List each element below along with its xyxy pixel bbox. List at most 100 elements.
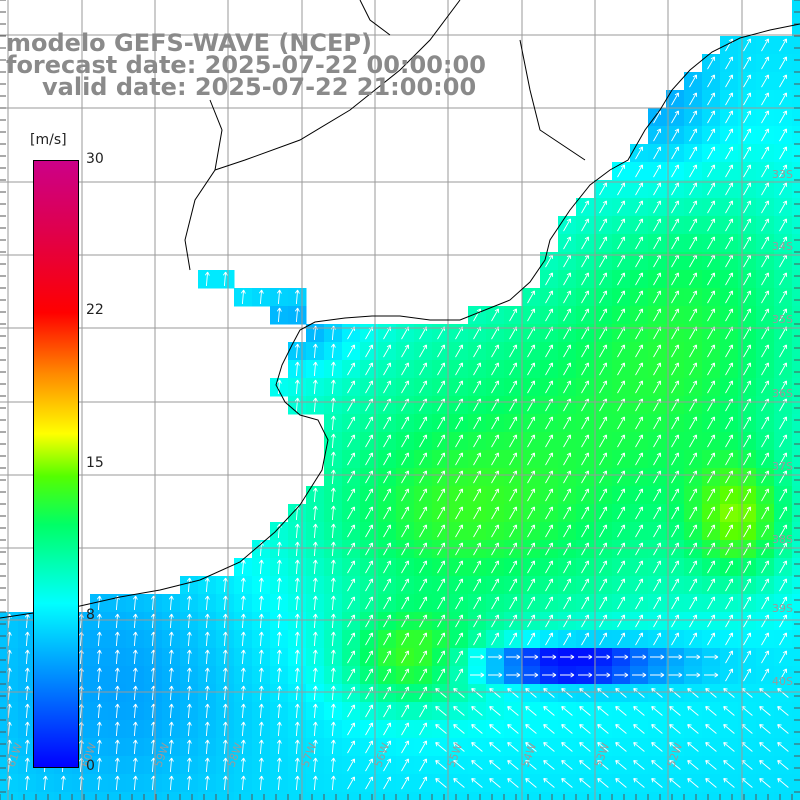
wind-arrow xyxy=(419,722,428,736)
wind-arrow xyxy=(653,488,662,502)
wind-arrow xyxy=(491,578,500,592)
wind-arrow xyxy=(761,380,770,394)
wind-cell xyxy=(792,432,800,451)
wind-arrow xyxy=(312,397,318,413)
wind-arrow xyxy=(671,128,680,142)
wind-arrow xyxy=(527,434,536,448)
wind-arrow xyxy=(419,596,428,610)
wind-cell xyxy=(792,198,800,217)
wind-arrow xyxy=(653,218,662,232)
wind-arrow xyxy=(168,667,174,683)
wind-cell xyxy=(792,594,800,613)
wind-arrow xyxy=(669,778,681,788)
wind-arrow xyxy=(132,757,138,773)
wind-arrow xyxy=(455,488,464,502)
wind-arrow xyxy=(473,614,482,628)
wind-arrow xyxy=(347,632,356,646)
wind-cell xyxy=(522,792,541,800)
wind-arrow xyxy=(671,470,680,484)
wind-arrow xyxy=(168,685,174,701)
wind-arrow xyxy=(635,632,644,646)
wind-arrow xyxy=(347,542,356,556)
wind-arrow xyxy=(419,506,428,520)
wind-arrow xyxy=(168,631,174,647)
wind-arrow xyxy=(707,290,716,304)
wind-arrow xyxy=(671,344,680,358)
wind-arrow xyxy=(419,416,428,430)
wind-cell xyxy=(36,792,55,800)
wind-arrow xyxy=(689,434,698,448)
wind-arrow xyxy=(779,308,788,322)
wind-arrow xyxy=(347,650,356,664)
wind-arrow xyxy=(579,742,591,752)
wind-arrow xyxy=(240,757,246,773)
wind-arrow xyxy=(365,776,374,790)
wind-cell xyxy=(738,792,757,800)
wind-arrow xyxy=(545,524,554,538)
wind-arrow xyxy=(743,344,752,358)
wind-arrow xyxy=(509,380,518,394)
wind-arrow xyxy=(312,361,318,377)
wind-arrow xyxy=(455,380,464,394)
wind-arrow xyxy=(276,685,282,701)
wind-arrow xyxy=(401,560,410,574)
wind-arrow xyxy=(437,542,446,556)
wind-arrow xyxy=(204,613,210,629)
wind-arrow xyxy=(473,578,482,592)
wind-arrow xyxy=(312,505,318,521)
wind-arrow xyxy=(671,434,680,448)
wind-arrow xyxy=(671,488,680,502)
wind-arrow xyxy=(330,559,336,575)
wind-arrow xyxy=(545,344,554,358)
wind-arrow xyxy=(347,722,356,736)
wind-arrow xyxy=(761,506,770,520)
wind-arrow xyxy=(615,742,627,752)
wind-arrow xyxy=(761,200,770,214)
wind-arrow xyxy=(707,128,716,142)
wind-arrow xyxy=(509,416,518,430)
wind-arrow xyxy=(743,236,752,250)
wind-arrow xyxy=(543,724,555,734)
wind-arrow xyxy=(725,632,734,646)
wind-arrow xyxy=(599,578,608,592)
wind-arrow xyxy=(60,775,66,791)
wind-arrow xyxy=(489,724,501,734)
wind-arrow xyxy=(743,182,752,196)
wind-arrow xyxy=(671,182,680,196)
model-title: modelo GEFS-WAVE (NCEP) xyxy=(6,29,372,57)
wind-arrow xyxy=(671,164,680,178)
wind-arrow xyxy=(653,200,662,214)
wind-arrow xyxy=(455,542,464,556)
wind-arrow xyxy=(294,361,300,377)
wind-arrow xyxy=(222,271,228,287)
wind-arrow xyxy=(579,760,591,770)
wind-arrow xyxy=(114,775,120,791)
wind-cell xyxy=(792,450,800,469)
wind-arrow xyxy=(563,470,572,484)
wind-cell xyxy=(792,306,800,325)
wind-arrow xyxy=(597,724,609,734)
wind-arrow xyxy=(435,724,447,734)
forecast-date: forecast date: 2025-07-22 00:00:00 xyxy=(6,51,486,79)
wind-arrow xyxy=(651,760,663,770)
wind-arrow xyxy=(507,724,519,734)
wind-arrow xyxy=(725,614,734,628)
wind-cell xyxy=(792,576,800,595)
wind-arrow xyxy=(491,434,500,448)
wind-arrow xyxy=(365,380,374,394)
wind-arrow xyxy=(563,434,572,448)
wind-arrow xyxy=(671,614,680,628)
wind-arrow xyxy=(597,760,609,770)
wind-arrow xyxy=(401,506,410,520)
wind-arrow xyxy=(132,685,138,701)
wind-arrow xyxy=(419,686,428,700)
wind-arrow xyxy=(24,685,30,701)
wind-arrow xyxy=(635,236,644,250)
wind-arrow xyxy=(330,739,336,755)
wind-arrow xyxy=(617,200,626,214)
wind-arrow xyxy=(581,632,590,646)
wind-arrow xyxy=(707,272,716,286)
wind-arrow xyxy=(437,632,446,646)
colorbar-tick-8: 8 xyxy=(86,607,95,623)
wind-arrow xyxy=(347,488,356,502)
